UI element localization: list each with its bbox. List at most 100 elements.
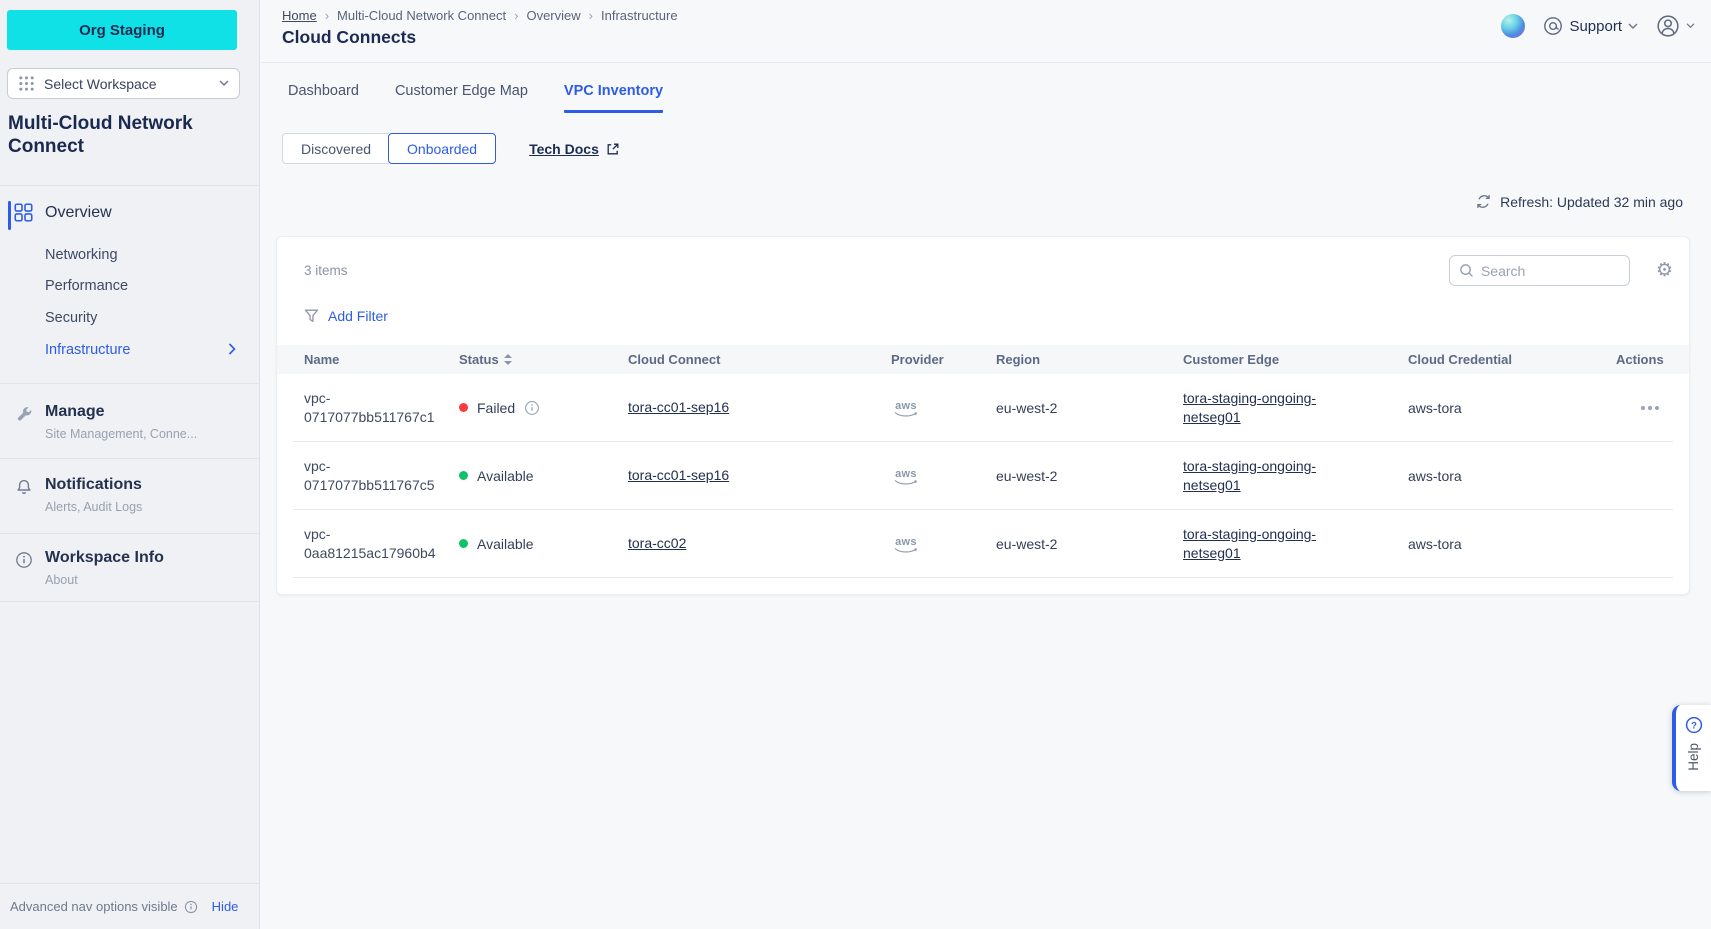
sidebar-item-networking[interactable]: Networking xyxy=(45,247,118,263)
advanced-nav-message: Advanced nav options visible xyxy=(10,899,178,914)
active-nav-indicator xyxy=(8,201,11,230)
tab-bar: Dashboard Customer Edge Map VPC Inventor… xyxy=(288,83,664,113)
chevron-right-icon xyxy=(228,343,236,355)
sidebar-item-workspace-info-subtitle: About xyxy=(45,573,78,587)
cloud-connect-link[interactable]: tora-cc01-sep16 xyxy=(628,399,730,415)
svg-text:?: ? xyxy=(1691,721,1697,732)
customer-edge-link[interactable]: tora-staging-ongoing-netseg01 xyxy=(1183,457,1317,493)
customer-edge-link[interactable]: tora-staging-ongoing-netseg01 xyxy=(1183,525,1317,561)
breadcrumb-infrastructure: Infrastructure xyxy=(600,8,678,23)
table-header: Name Status Cloud Connect Provider Regio… xyxy=(277,345,1689,374)
user-icon xyxy=(1656,14,1680,38)
provider-cell: aws xyxy=(891,532,996,555)
vpc-name: vpc-0717077bb511767c5 xyxy=(304,457,435,493)
breadcrumb-home[interactable]: Home xyxy=(282,8,317,23)
region-cell: eu-west-2 xyxy=(996,399,1058,416)
region-cell: eu-west-2 xyxy=(996,535,1058,552)
help-tab-label: Help xyxy=(1686,743,1701,771)
column-header-status[interactable]: Status xyxy=(459,352,628,367)
sidebar-item-manage-label: Manage xyxy=(45,403,105,420)
status-dot-available xyxy=(459,471,468,480)
tab-dashboard[interactable]: Dashboard xyxy=(288,83,359,99)
cloud-connect-link[interactable]: tora-cc01-sep16 xyxy=(628,467,730,483)
breadcrumb-separator: › xyxy=(588,8,593,23)
aws-provider-logo: aws xyxy=(891,401,921,419)
status-info-icon[interactable] xyxy=(524,400,540,416)
breadcrumb-mcn-connect[interactable]: Multi-Cloud Network Connect xyxy=(337,8,507,23)
column-header-actions: Actions xyxy=(1616,352,1664,367)
search-box xyxy=(1448,255,1630,286)
cloud-credential-cell: aws-tora xyxy=(1408,467,1462,484)
sidebar: Org Staging Select Workspace Multi-Cloud… xyxy=(0,0,260,929)
column-header-customer-edge: Customer Edge xyxy=(1183,352,1280,367)
main-content: Home › Multi-Cloud Network Connect › Ove… xyxy=(261,0,1711,929)
sidebar-item-overview[interactable]: Overview xyxy=(14,203,112,222)
row-actions-menu-icon[interactable] xyxy=(1641,405,1673,410)
info-icon xyxy=(184,900,198,914)
status-label: Available xyxy=(477,535,534,552)
refresh-control[interactable]: Refresh: Updated 32 min ago xyxy=(1475,193,1683,210)
sidebar-item-manage-subtitle: Site Management, Conne... xyxy=(45,427,198,441)
refresh-icon xyxy=(1475,193,1492,210)
table-row: vpc-0717077bb511767c5 Available tora-cc0… xyxy=(293,442,1673,510)
breadcrumb-separator: › xyxy=(324,8,330,23)
discovered-toggle-button[interactable]: Discovered xyxy=(282,133,390,164)
sort-icon[interactable] xyxy=(503,354,512,365)
grid-dots-icon xyxy=(18,75,35,92)
sidebar-item-notifications-label: Notifications xyxy=(45,476,142,493)
sidebar-item-performance[interactable]: Performance xyxy=(45,278,129,294)
customer-edge-link[interactable]: tora-staging-ongoing-netseg01 xyxy=(1183,389,1317,425)
help-tab[interactable]: ? Help xyxy=(1672,705,1711,791)
onboarded-toggle-button[interactable]: Onboarded xyxy=(388,133,497,164)
divider xyxy=(0,601,260,602)
workspace-selector[interactable]: Select Workspace xyxy=(7,68,240,99)
tech-docs-link[interactable]: Tech Docs xyxy=(529,141,620,157)
cloud-credential-cell: aws-tora xyxy=(1408,399,1462,416)
sidebar-item-infrastructure[interactable]: Infrastructure xyxy=(45,342,131,358)
chevron-down-icon xyxy=(1628,23,1638,30)
bell-icon xyxy=(15,478,33,496)
breadcrumb-separator: › xyxy=(514,8,519,23)
add-filter-button[interactable]: Add Filter xyxy=(304,308,1673,324)
support-icon xyxy=(1543,16,1563,36)
cloud-connect-link[interactable]: tora-cc02 xyxy=(628,535,687,551)
sidebar-item-overview-label: Overview xyxy=(45,203,112,221)
tab-vpc-inventory[interactable]: VPC Inventory xyxy=(563,83,664,113)
provider-cell: aws xyxy=(891,464,996,487)
chevron-down-icon xyxy=(1686,23,1695,29)
table-row: vpc-0717077bb511767c1 Failed tora-cc01-s… xyxy=(293,374,1673,442)
column-header-name: Name xyxy=(304,352,340,367)
discovered-onboarded-toggle: Discovered Onboarded xyxy=(282,133,497,164)
divider xyxy=(0,883,260,884)
search-input[interactable] xyxy=(1480,262,1611,279)
hide-advanced-nav-link[interactable]: Hide xyxy=(211,899,239,914)
status-label: Available xyxy=(477,467,534,484)
vpc-inventory-card: 3 items ⚙ A xyxy=(276,236,1690,595)
status-dot-available xyxy=(459,539,468,548)
chevron-down-icon xyxy=(219,80,229,87)
sidebar-item-security[interactable]: Security xyxy=(45,310,98,326)
vpc-name: vpc-0aa81215ac17960b4 xyxy=(304,525,436,561)
gear-icon[interactable]: ⚙ xyxy=(1655,260,1673,281)
refresh-status-label: Refresh: Updated 32 min ago xyxy=(1500,193,1683,210)
column-header-region: Region xyxy=(996,352,1041,367)
support-menu[interactable]: Support xyxy=(1543,16,1638,36)
table-body: vpc-0717077bb511767c1 Failed tora-cc01-s… xyxy=(293,374,1673,578)
region-cell: eu-west-2 xyxy=(996,467,1058,484)
sidebar-item-workspace-info-label: Workspace Info xyxy=(45,549,164,566)
status-cell: Available xyxy=(459,536,628,552)
tab-customer-edge-map[interactable]: Customer Edge Map xyxy=(394,83,528,99)
header-actions: Support xyxy=(1501,14,1695,38)
wrench-icon xyxy=(15,405,34,424)
add-filter-label: Add Filter xyxy=(328,308,388,324)
column-header-cloud-connect: Cloud Connect xyxy=(628,352,721,367)
page-title: Cloud Connects xyxy=(282,27,417,47)
org-selector-button[interactable]: Org Staging xyxy=(7,10,237,50)
header-divider xyxy=(261,62,1711,63)
breadcrumb-overview[interactable]: Overview xyxy=(526,8,581,23)
breadcrumb: Home › Multi-Cloud Network Connect › Ove… xyxy=(282,8,678,23)
assistant-orb-icon[interactable] xyxy=(1501,14,1526,38)
user-menu[interactable] xyxy=(1656,14,1695,38)
divider xyxy=(0,533,260,534)
status-dot-failed xyxy=(459,403,468,412)
